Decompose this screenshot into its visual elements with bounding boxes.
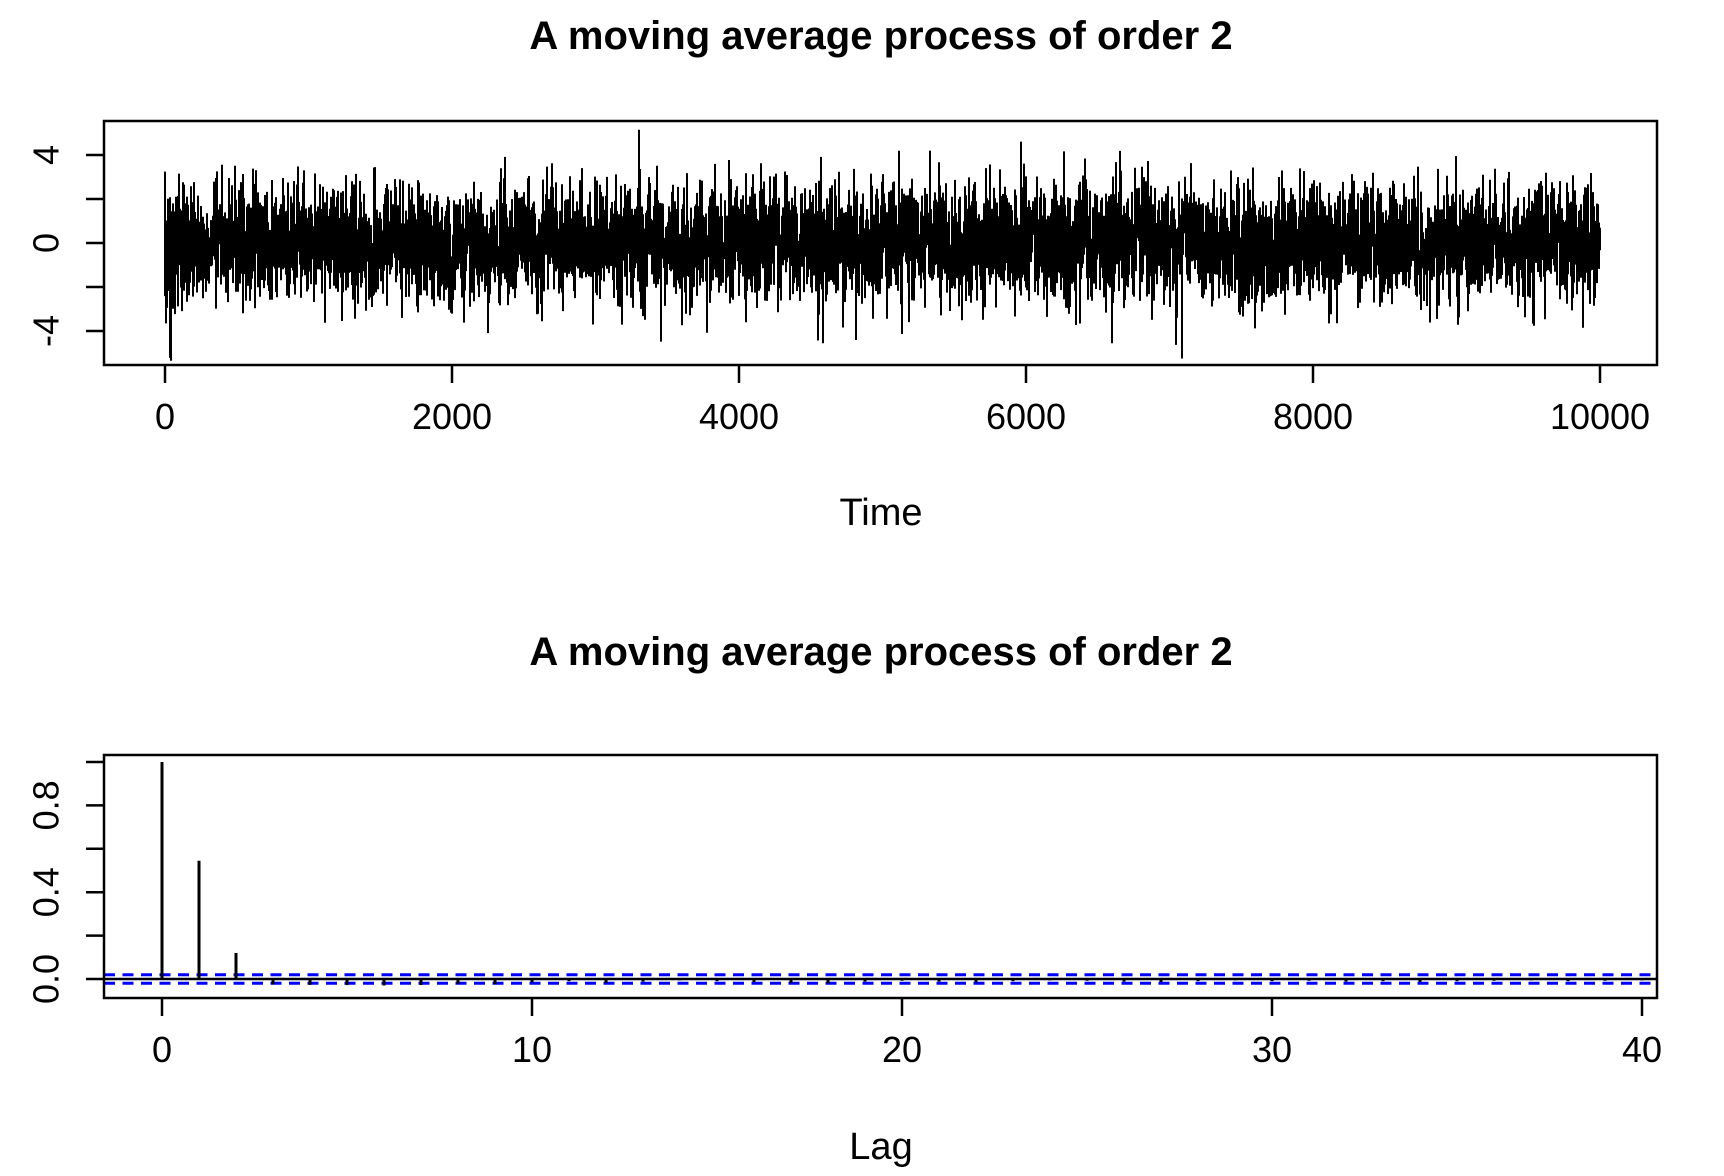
- y-tick-label: 0.0: [26, 954, 67, 1004]
- x-tick-label: 20: [882, 1029, 922, 1070]
- acf-reference-lines: [104, 973, 1657, 985]
- y-tick-label: 4: [26, 145, 67, 165]
- x-tick-label: 4000: [699, 396, 779, 437]
- x-tick-label: 0: [155, 396, 175, 437]
- x-tick-label: 30: [1252, 1029, 1292, 1070]
- x-tick-label: 6000: [986, 396, 1066, 437]
- x-tick-label: 10: [512, 1029, 552, 1070]
- y-tick-label: -4: [26, 315, 67, 347]
- acf-xaxis-title: Lag: [849, 1126, 913, 1168]
- acf-axes: 0 10 20 30 40 0.0 0.4 0.8: [26, 753, 1662, 1070]
- acf-bars: [160, 762, 1644, 986]
- x-tick-label: 40: [1622, 1029, 1662, 1070]
- timeseries-series: [164, 129, 1601, 361]
- x-tick-label: 2000: [412, 396, 492, 437]
- x-tick-label: 0: [152, 1029, 172, 1070]
- timeseries-plot-title: A moving average process of order 2: [529, 14, 1233, 58]
- y-tick-label: 0: [26, 233, 67, 253]
- x-tick-label: 8000: [1273, 396, 1353, 437]
- x-tick-label: 10000: [1550, 396, 1650, 437]
- y-tick-label: 0.8: [26, 780, 67, 830]
- y-tick-label: 0.4: [26, 867, 67, 917]
- timeseries-axes: 0 2000 4000 6000 8000 10000 -4 0 4: [26, 119, 1659, 437]
- acf-plot-title: A moving average process of order 2: [529, 630, 1233, 674]
- timeseries-xaxis-title: Time: [839, 492, 923, 534]
